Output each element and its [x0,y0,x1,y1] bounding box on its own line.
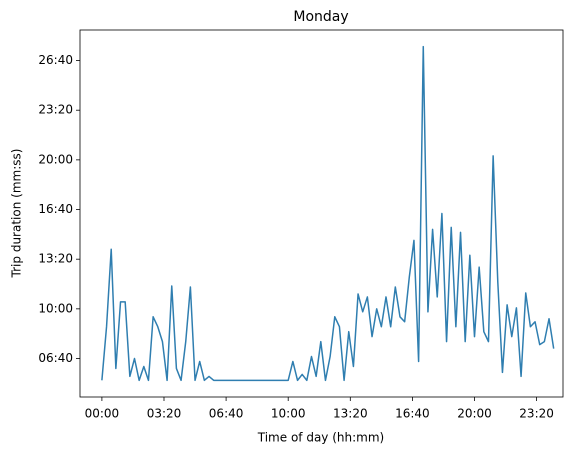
chart-title: Monday [293,9,348,25]
x-tick-label: 16:40 [395,407,430,421]
y-tick-label: 26:40 [38,53,73,67]
y-tick-label: 06:40 [38,351,73,365]
y-tick-label: 10:00 [38,301,73,315]
x-tick-label: 20:00 [457,407,492,421]
x-tick-label: 00:00 [85,407,120,421]
y-tick-label: 23:20 [38,103,73,117]
data-line [101,45,555,382]
x-tick-label: 23:20 [519,407,554,421]
x-tick-label: 03:20 [147,407,182,421]
plot-frame [79,29,564,398]
x-tick-label: 06:40 [209,407,244,421]
y-tick-label: 16:40 [38,202,73,216]
x-tick-label: 13:20 [333,407,368,421]
y-tick-label: 13:20 [38,252,73,266]
y-axis-label: Trip duration (mm:ss) [10,149,24,279]
y-tick-label: 20:00 [38,152,73,166]
x-tick-label: 10:00 [271,407,306,421]
x-axis-label: Time of day (hh:mm) [257,431,384,445]
